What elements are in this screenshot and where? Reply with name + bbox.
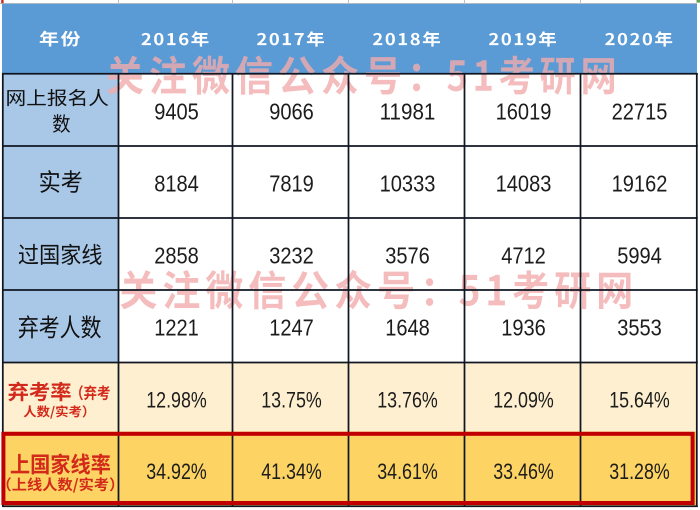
svg-text:1247: 1247 xyxy=(269,314,314,340)
svg-text:4712: 4712 xyxy=(501,242,546,268)
svg-text:34.61%: 34.61% xyxy=(377,459,438,484)
svg-text:13.75%: 13.75% xyxy=(261,387,322,412)
svg-text:13.76%: 13.76% xyxy=(377,387,438,412)
svg-text:3553: 3553 xyxy=(617,314,662,340)
svg-text:9066: 9066 xyxy=(269,98,314,124)
svg-text:3576: 3576 xyxy=(385,242,430,268)
svg-text:1648: 1648 xyxy=(385,314,430,340)
svg-text:9405: 9405 xyxy=(154,98,199,124)
svg-text:2858: 2858 xyxy=(154,242,199,268)
svg-text:7819: 7819 xyxy=(269,170,314,196)
svg-text:10333: 10333 xyxy=(380,170,436,196)
svg-text:5994: 5994 xyxy=(617,242,662,268)
svg-text:34.92%: 34.92% xyxy=(146,459,207,484)
svg-text:14083: 14083 xyxy=(496,170,552,196)
svg-text:11981: 11981 xyxy=(380,98,436,124)
svg-text:12.09%: 12.09% xyxy=(493,387,554,412)
svg-text:41.34%: 41.34% xyxy=(261,459,322,484)
svg-text:31.28%: 31.28% xyxy=(609,459,670,484)
svg-text:16019: 16019 xyxy=(496,98,552,124)
svg-text:19162: 19162 xyxy=(612,170,668,196)
svg-text:12.98%: 12.98% xyxy=(146,387,207,412)
svg-text:15.64%: 15.64% xyxy=(609,387,670,412)
svg-text:22715: 22715 xyxy=(612,98,668,124)
svg-text:1221: 1221 xyxy=(154,314,199,340)
svg-text:33.46%: 33.46% xyxy=(493,459,554,484)
svg-text:3232: 3232 xyxy=(269,242,314,268)
svg-text:8184: 8184 xyxy=(154,170,199,196)
svg-text:1936: 1936 xyxy=(501,314,546,340)
